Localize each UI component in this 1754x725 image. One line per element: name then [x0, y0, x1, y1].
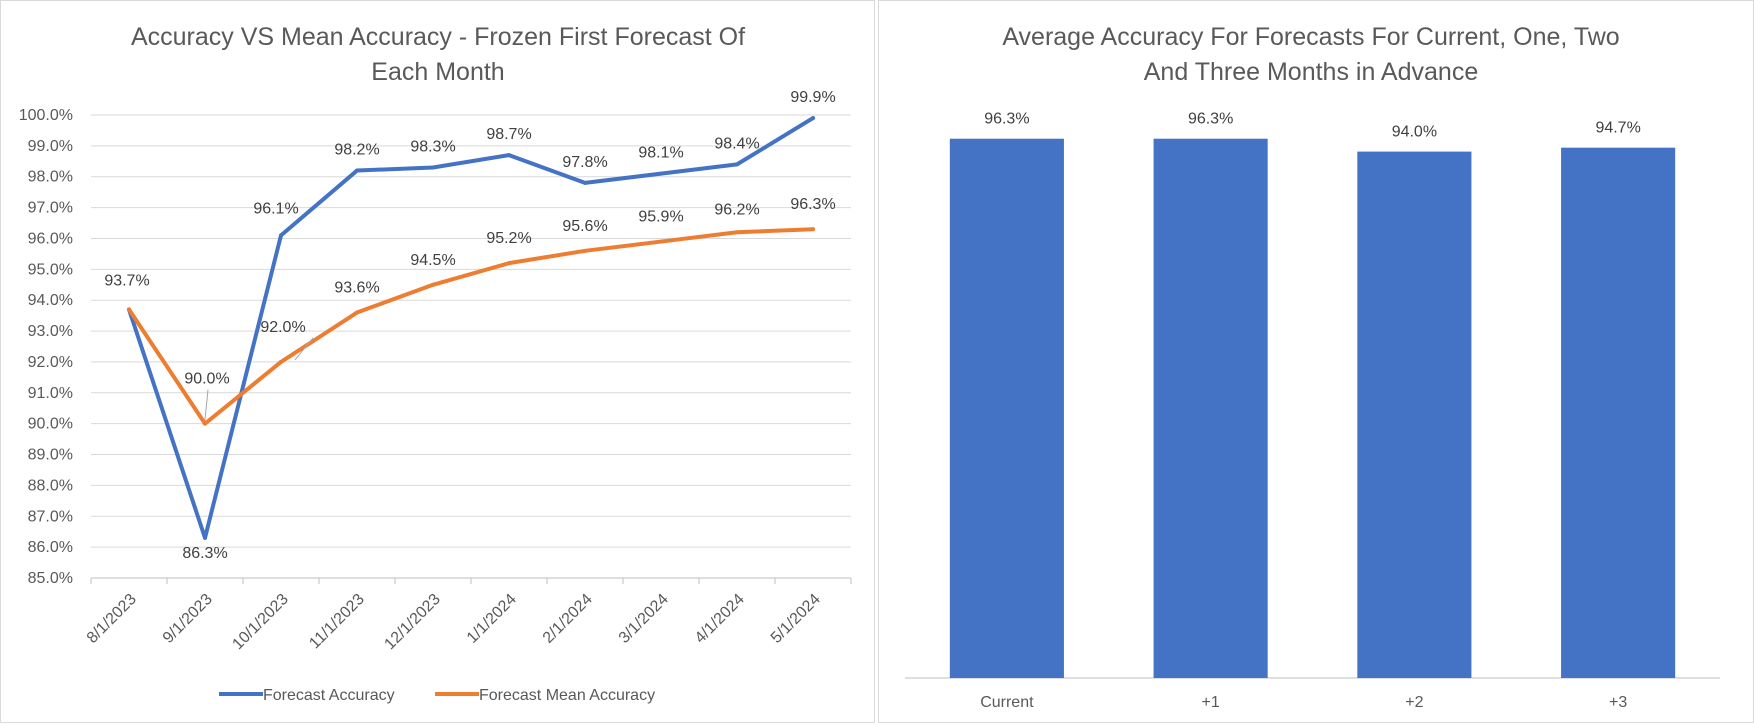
y-tick-label: 88.0% — [28, 477, 73, 494]
y-tick-label: 95.0% — [28, 261, 73, 278]
y-tick-label: 91.0% — [28, 385, 73, 402]
data-point — [811, 116, 815, 121]
data-point — [203, 421, 207, 426]
bar-4 — [1561, 147, 1676, 678]
bar-3 — [1357, 151, 1472, 679]
y-tick-label: 97.0% — [28, 200, 73, 217]
data-label: 98.4% — [714, 135, 759, 152]
x-tick-label: 10/1/2023 — [229, 591, 291, 653]
data-point — [431, 165, 435, 170]
data-point — [735, 230, 739, 235]
data-label: 96.3% — [1188, 111, 1233, 128]
data-point — [507, 153, 511, 158]
data-point — [355, 168, 359, 173]
data-label: 98.1% — [638, 145, 683, 162]
data-label: 93.6% — [334, 280, 379, 297]
bar-chart-title-line-2: And Three Months in Advance — [1144, 58, 1478, 86]
data-label: 92.0% — [260, 319, 305, 336]
y-tick-label: 85.0% — [28, 570, 73, 587]
x-tick-label: Current — [980, 694, 1034, 711]
y-tick-label: 89.0% — [28, 447, 73, 464]
x-tick-label: 9/1/2023 — [160, 591, 216, 647]
x-tick-label: +1 — [1202, 694, 1220, 711]
leader-line — [204, 389, 209, 420]
legend-label-forecast-mean-accuracy: Forecast Mean Accuracy — [479, 687, 655, 704]
series-line-forecast-accuracy — [127, 116, 815, 540]
data-point — [355, 310, 359, 315]
y-tick-label: 86.0% — [28, 539, 73, 556]
data-point — [127, 307, 131, 312]
data-point — [659, 171, 663, 176]
data-label: 95.2% — [486, 230, 531, 247]
y-tick-label: 99.0% — [28, 138, 73, 155]
x-tick-label: 4/1/2024 — [692, 591, 748, 647]
data-label: 94.5% — [410, 252, 455, 269]
data-point — [735, 162, 739, 167]
y-tick-label: 92.0% — [28, 354, 73, 371]
data-label: 96.1% — [253, 200, 298, 217]
x-tick-label: 5/1/2024 — [768, 591, 824, 647]
data-point — [583, 248, 587, 253]
data-point — [431, 282, 435, 287]
y-tick-label: 94.0% — [28, 292, 73, 309]
bar-chart-panel: Average Accuracy For Forecasts For Curre… — [878, 0, 1754, 723]
y-tick-label: 90.0% — [28, 416, 73, 433]
data-label: 98.7% — [486, 126, 531, 143]
data-label: 98.2% — [334, 142, 379, 159]
data-label: 97.8% — [562, 154, 607, 171]
bar-chart: Average Accuracy For Forecasts For Curre… — [905, 23, 1720, 711]
data-point — [811, 227, 815, 232]
y-tick-label: 100.0% — [19, 107, 73, 124]
data-point — [583, 180, 587, 185]
bar-chart-title-line-1: Average Accuracy For Forecasts For Curre… — [1002, 23, 1619, 51]
data-label: 94.7% — [1595, 120, 1640, 137]
data-point — [279, 233, 283, 238]
data-label: 94.0% — [1392, 124, 1437, 141]
legend-label-forecast-accuracy: Forecast Accuracy — [263, 687, 395, 704]
data-label: 98.3% — [410, 138, 455, 155]
line-chart: Accuracy VS Mean Accuracy - Frozen First… — [19, 23, 852, 704]
leader-line — [294, 337, 314, 361]
y-tick-label: 93.0% — [28, 323, 73, 340]
x-tick-label: 1/1/2024 — [464, 591, 520, 647]
bar-1 — [949, 138, 1064, 679]
data-label: 93.7% — [104, 272, 149, 289]
data-label: 96.2% — [714, 201, 759, 218]
bar-2 — [1153, 138, 1268, 679]
line-chart-title-line-1: Accuracy VS Mean Accuracy - Frozen First… — [131, 23, 745, 51]
x-tick-label: 2/1/2024 — [540, 591, 596, 647]
data-label: 86.3% — [182, 545, 227, 562]
x-tick-label: +3 — [1609, 694, 1627, 711]
line-chart-title-line-2: Each Month — [371, 58, 504, 86]
data-point — [279, 359, 283, 364]
data-label: 99.9% — [790, 89, 835, 106]
x-tick-label: +2 — [1405, 694, 1423, 711]
y-tick-label: 87.0% — [28, 508, 73, 525]
y-tick-label: 98.0% — [28, 169, 73, 186]
series-line-forecast-mean-accuracy — [127, 227, 815, 426]
x-tick-label: 12/1/2023 — [381, 591, 443, 653]
x-tick-label: 8/1/2023 — [84, 591, 140, 647]
data-label: 95.6% — [562, 218, 607, 235]
data-label: 90.0% — [184, 371, 229, 388]
x-tick-label: 3/1/2024 — [616, 591, 672, 647]
data-label: 95.9% — [638, 209, 683, 226]
y-tick-label: 96.0% — [28, 230, 73, 247]
data-label: 96.3% — [790, 196, 835, 213]
data-point — [203, 535, 207, 540]
x-tick-label: 11/1/2023 — [306, 591, 368, 653]
data-point — [659, 239, 663, 244]
data-label: 96.3% — [984, 111, 1029, 128]
line-chart-panel: Accuracy VS Mean Accuracy - Frozen First… — [0, 0, 875, 723]
data-point — [507, 261, 511, 266]
